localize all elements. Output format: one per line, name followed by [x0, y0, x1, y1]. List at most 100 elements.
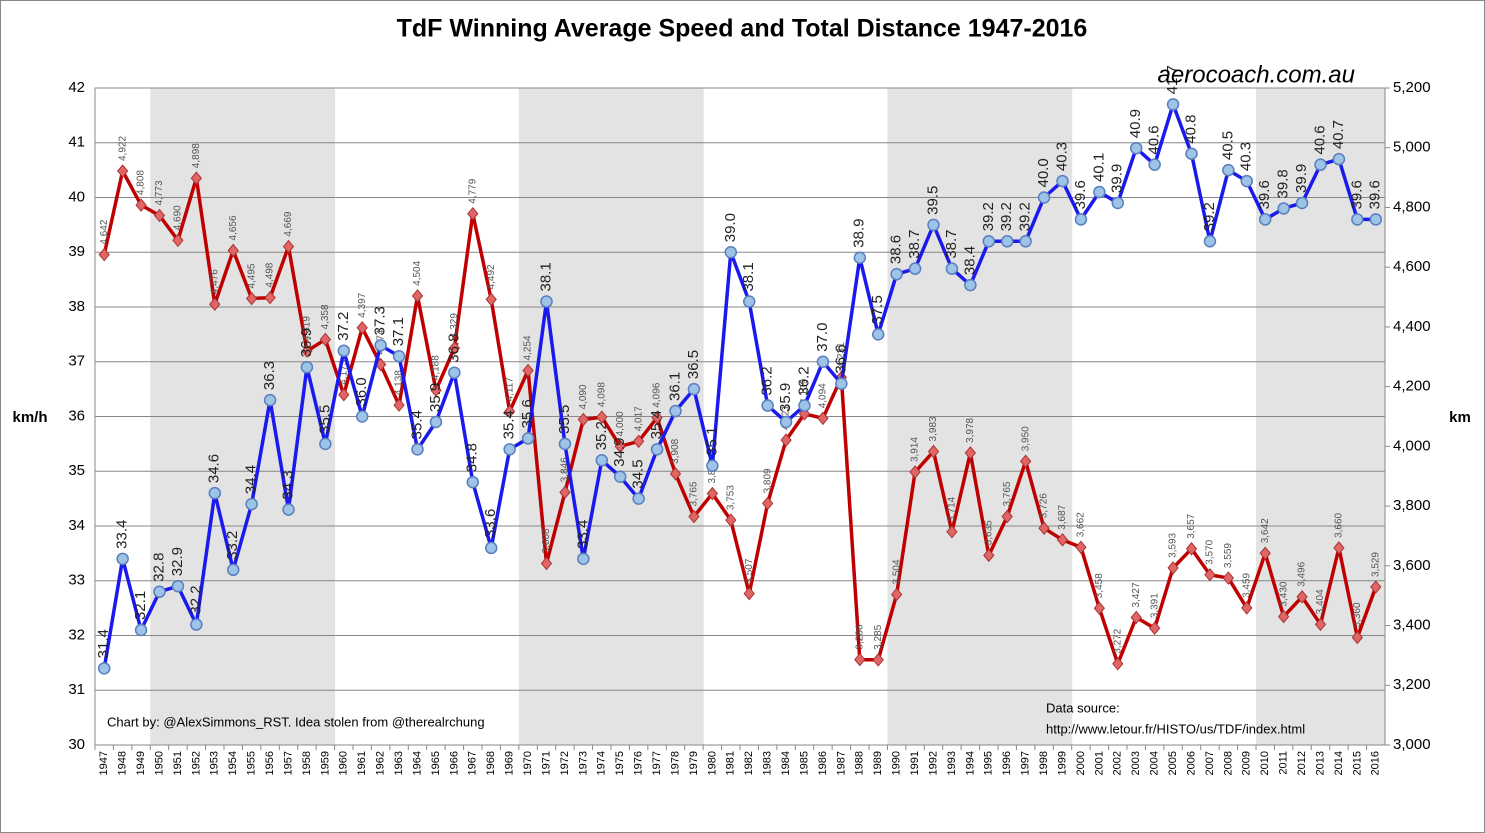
- speed-marker: [190, 618, 203, 631]
- y2-tick-label: 4,200: [1393, 378, 1431, 395]
- x-tick-label: 1963: [393, 751, 405, 775]
- speed-label: 38.9: [851, 219, 868, 248]
- speed-marker: [448, 366, 461, 379]
- distance-marker: [651, 410, 663, 425]
- distance-label: 3,687: [1057, 504, 1068, 529]
- distance-marker: [1148, 621, 1161, 636]
- speed-label: 40.6: [1311, 125, 1328, 154]
- speed-marker: [1037, 191, 1051, 204]
- distance-marker: [485, 292, 497, 307]
- distance-label: 3,272: [1112, 628, 1123, 653]
- distance-label: 4,138: [394, 370, 405, 395]
- speed-label: 39.2: [980, 202, 997, 231]
- distance-marker: [1370, 580, 1382, 594]
- distance-marker: [356, 321, 368, 335]
- x-tick-label: 1977: [651, 751, 663, 775]
- distance-marker: [1093, 601, 1106, 616]
- distance-label: 3,404: [1315, 589, 1326, 614]
- distance-label: 4,476: [209, 269, 220, 294]
- speed-label: 36.3: [261, 361, 278, 390]
- distance-label: 3,559: [1223, 543, 1234, 568]
- distance-label: 3,360: [1352, 602, 1363, 627]
- distance-marker: [706, 486, 719, 501]
- distance-marker: [338, 387, 350, 402]
- distance-label: 3,662: [1076, 512, 1087, 537]
- distance-marker: [596, 410, 608, 424]
- distance-marker: [559, 485, 571, 500]
- speed-marker: [835, 377, 848, 390]
- distance-marker: [98, 247, 110, 262]
- distance-label: 3,285: [873, 624, 884, 649]
- distance-marker: [964, 446, 977, 460]
- y2-tick-label: 3,800: [1393, 497, 1431, 514]
- x-tick-label: 1987: [835, 751, 847, 775]
- y-tick-label: 33: [68, 572, 85, 589]
- speed-marker: [1222, 163, 1235, 177]
- speed-marker: [927, 218, 940, 232]
- speed-label: 38.1: [740, 262, 757, 291]
- x-tick-label: 1978: [669, 751, 681, 775]
- speed-marker: [263, 393, 277, 407]
- distance-label: 3,391: [1149, 593, 1160, 618]
- x-tick-label: 2001: [1093, 751, 1105, 775]
- y-tick-label: 40: [68, 188, 85, 205]
- x-tick-label: 2015: [1351, 751, 1363, 775]
- annotation: aerocoach.com.au: [1158, 61, 1355, 88]
- distance-marker: [817, 411, 829, 426]
- speed-marker: [208, 486, 222, 500]
- speed-label: 35.4: [501, 410, 518, 439]
- y-tick-label: 42: [68, 79, 85, 96]
- x-tick-label: 2007: [1204, 751, 1216, 775]
- distance-label: 4,096: [652, 382, 663, 407]
- speed-marker: [595, 454, 609, 467]
- x-tick-label: 1948: [117, 751, 129, 775]
- x-tick-label: 1971: [540, 751, 552, 775]
- speed-marker: [337, 344, 351, 358]
- speed-marker: [613, 470, 627, 483]
- annotation: Chart by: @AlexSimmons_RST. Idea stolen …: [107, 714, 485, 729]
- speed-label: 37.2: [335, 312, 352, 341]
- x-tick-label: 2008: [1222, 751, 1234, 775]
- speed-label: 31.4: [95, 629, 112, 658]
- speed-label: 33.6: [482, 509, 499, 538]
- distance-marker: [301, 344, 313, 358]
- distance-marker: [227, 243, 239, 258]
- distance-marker: [393, 398, 405, 412]
- speed-label: 40.6: [1146, 125, 1163, 154]
- distance-label: 4,188: [431, 355, 442, 380]
- speed-label: 39.6: [1256, 180, 1273, 209]
- x-tick-label: 1975: [614, 751, 626, 775]
- distance-marker: [1314, 617, 1327, 632]
- speed-label: 33.4: [574, 520, 591, 549]
- speed-marker: [319, 437, 332, 451]
- distance-label: 4,808: [136, 170, 147, 195]
- distance-label: 4,922: [117, 136, 128, 161]
- speed-label: 35.5: [556, 405, 573, 434]
- speed-label: 40.3: [1053, 142, 1070, 171]
- distance-marker: [1204, 567, 1216, 582]
- y-tick-label: 37: [68, 353, 85, 370]
- speed-label: 40.9: [1127, 109, 1144, 138]
- distance-marker: [430, 383, 442, 398]
- speed-marker: [1203, 235, 1217, 248]
- distance-marker: [725, 513, 737, 527]
- x-tick-label: 1979: [688, 751, 700, 775]
- x-tick-label: 1982: [743, 751, 755, 775]
- distance-label: 3,635: [983, 520, 994, 545]
- speed-marker: [1369, 213, 1383, 226]
- speed-marker: [982, 235, 996, 248]
- x-tick-label: 1997: [1020, 751, 1032, 775]
- x-tick-label: 1973: [577, 751, 589, 775]
- speed-label: 35.5: [316, 405, 333, 434]
- x-tick-label: 1999: [1056, 751, 1068, 775]
- speed-marker: [761, 399, 774, 412]
- x-tick-label: 1981: [725, 751, 737, 775]
- speed-marker: [779, 415, 793, 429]
- speed-label: 34.5: [630, 459, 647, 488]
- x-tick-label: 2016: [1370, 751, 1382, 775]
- speed-label: 35.4: [408, 410, 425, 439]
- speed-marker: [429, 415, 443, 429]
- distance-label: 3,608: [541, 528, 552, 553]
- distance-marker: [946, 524, 958, 539]
